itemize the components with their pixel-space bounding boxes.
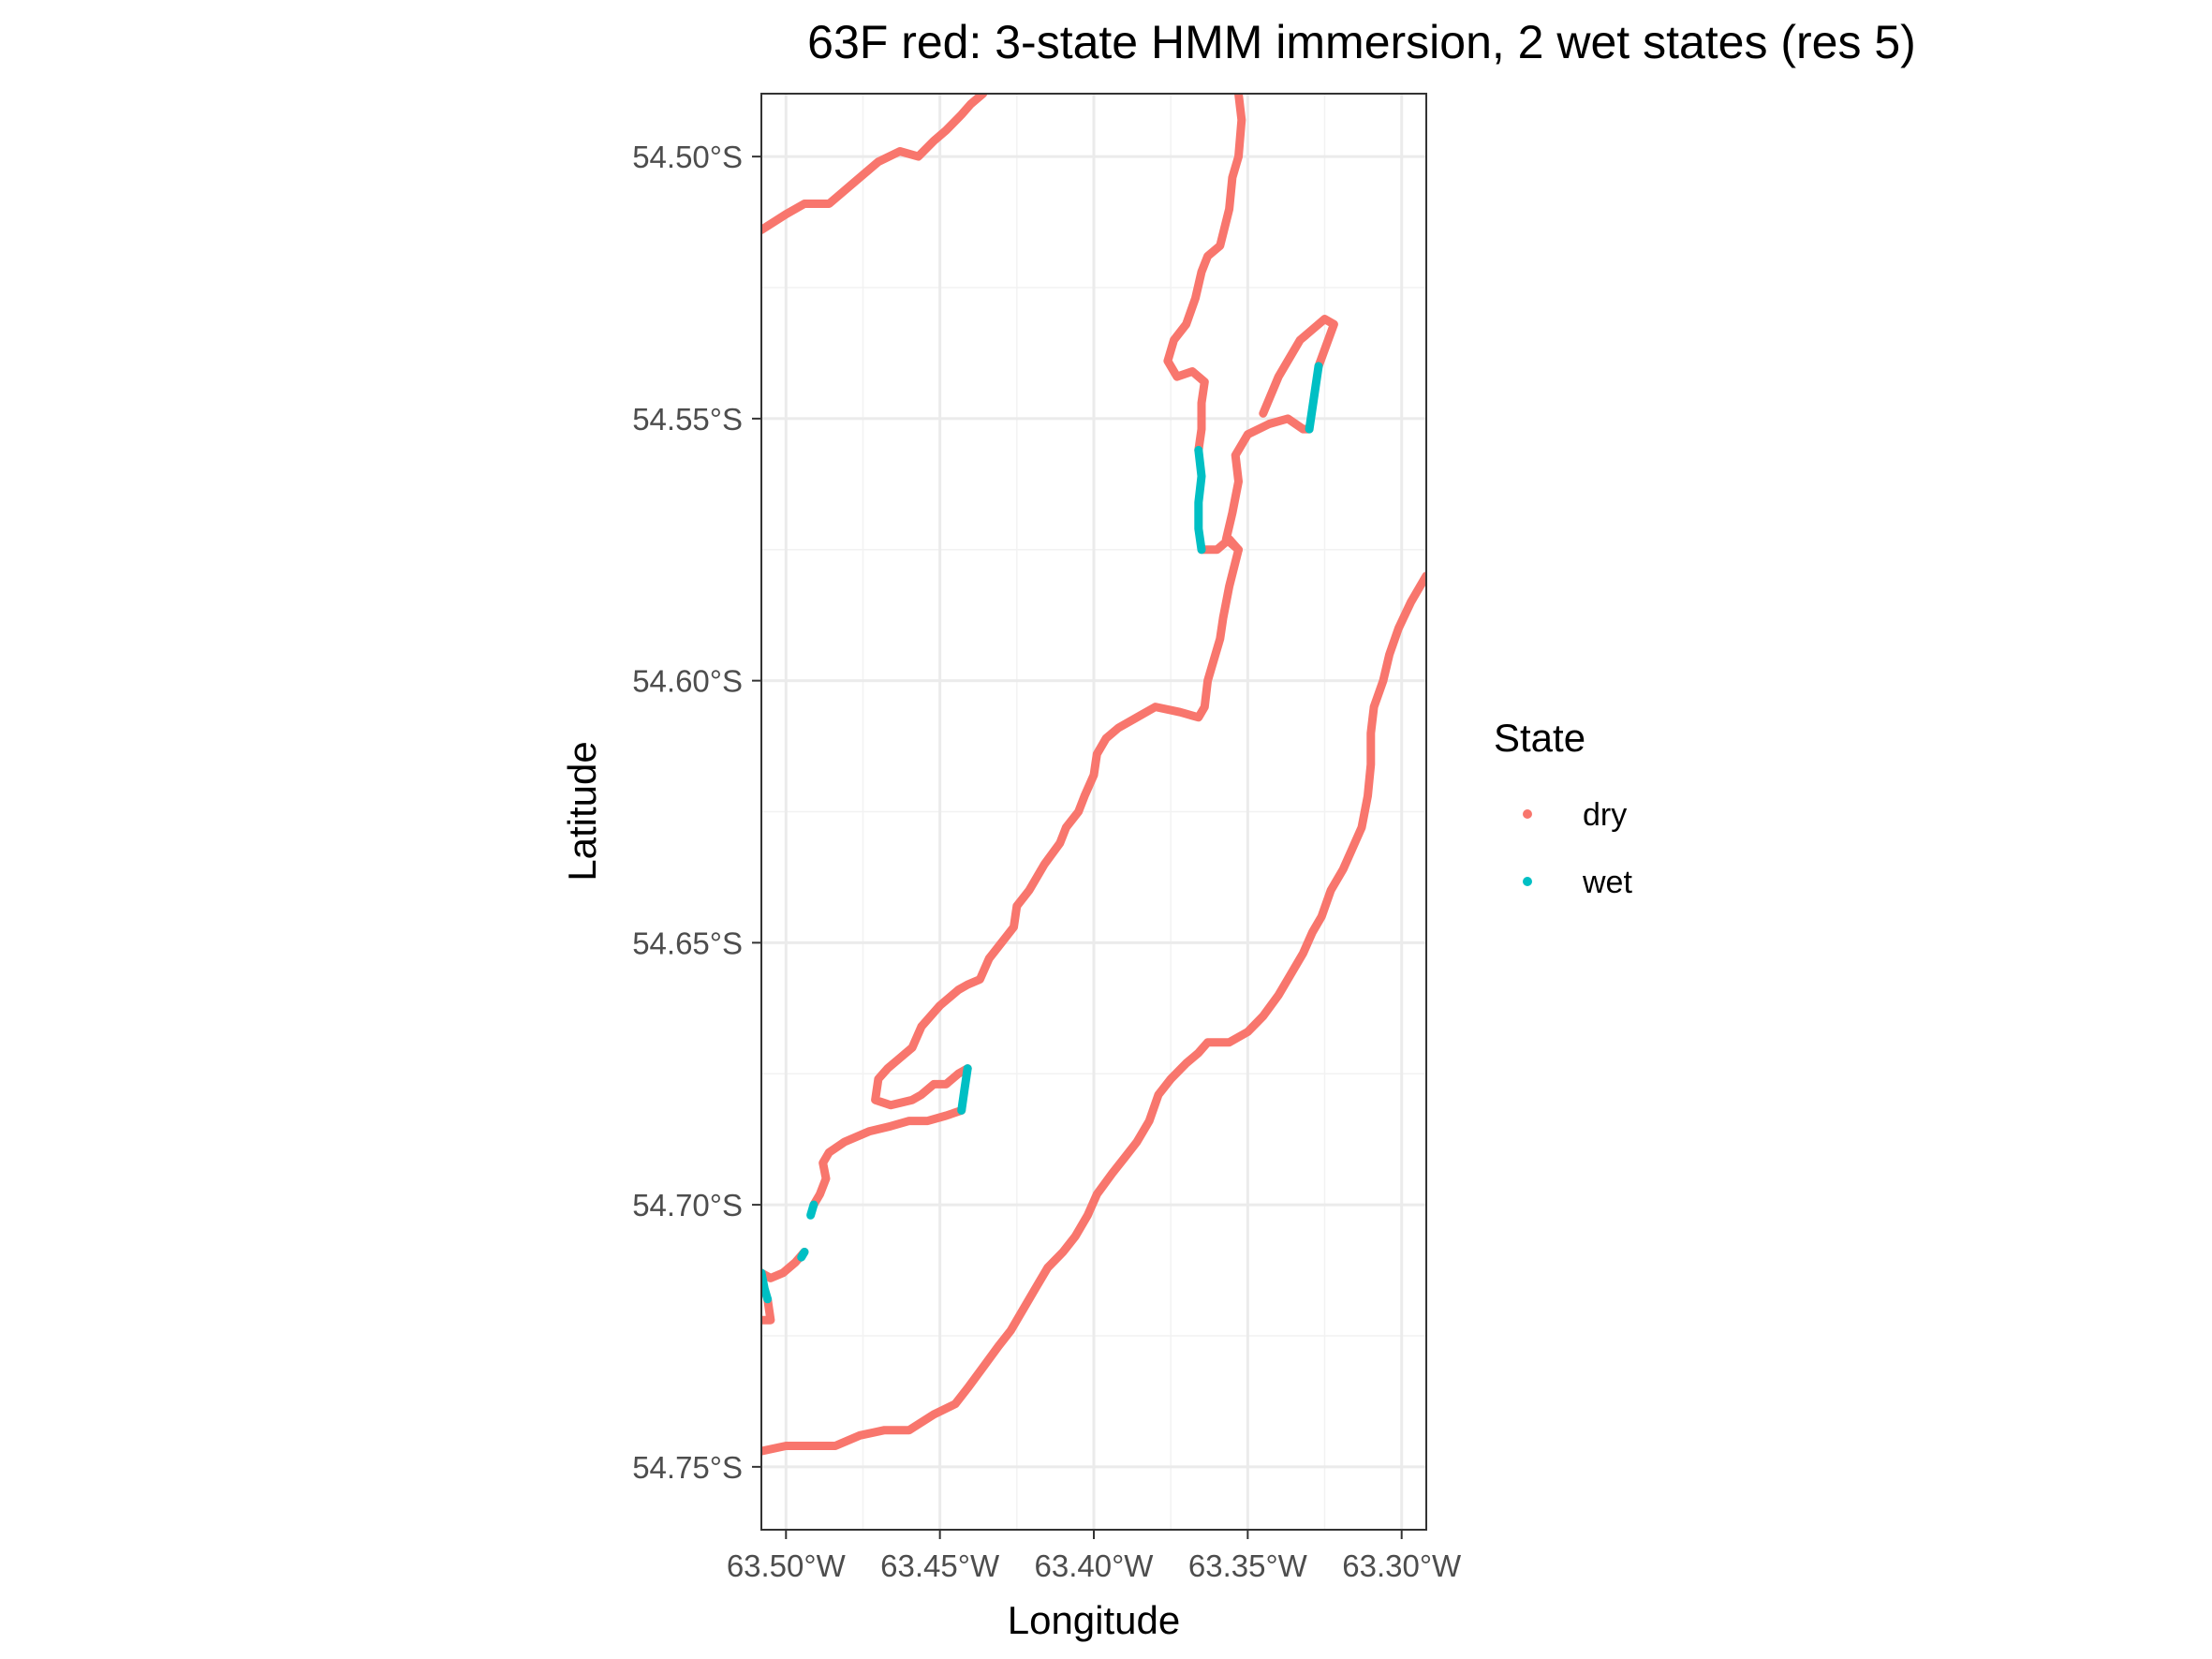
x-tick-label: 63.40°W [1035,1548,1155,1583]
y-tick-label: 54.75°S [632,1450,743,1485]
legend: State dry wet [1494,716,1632,900]
plot-area [760,93,1427,1531]
track-dry [809,1105,966,1209]
x-tick-label: 63.30°W [1342,1548,1462,1583]
chart-title: 63F red: 3-state HMM immersion, 2 wet st… [807,16,1916,68]
y-tick-label: 54.55°S [632,402,743,437]
y-axis: 54.50°S 54.55°S 54.60°S 54.65°S 54.70°S 54.75… [632,140,761,1485]
y-tick-label: 54.65°S [632,926,743,960]
x-tick-label: 63.50°W [727,1548,847,1583]
legend-title: State [1494,716,1585,760]
track-wet [797,1248,809,1262]
track-dry [1197,414,1314,555]
series [761,94,1426,1456]
series-dry [761,94,1426,1456]
x-tick-label: 63.35°W [1188,1548,1308,1583]
y-tick-label: 54.50°S [632,140,743,174]
legend-key-wet [1523,877,1532,886]
x-tick-label: 63.45°W [880,1548,1000,1583]
track-dry [761,571,1426,1456]
track-wet [1305,362,1323,434]
series-wet [761,362,1323,1304]
legend-label-dry: dry [1583,797,1627,833]
track-dry [1163,94,1246,454]
legend-label-wet: wet [1582,865,1632,900]
track-dry [761,94,988,234]
track-dry [761,1295,775,1325]
y-tick-label: 54.70°S [632,1188,743,1222]
grid [761,94,1426,1530]
track-wet [806,1200,818,1220]
track-wet [1194,446,1206,555]
track-dry [871,545,1243,1110]
track-wet [761,1268,773,1304]
y-axis-title: Latitude [560,741,604,881]
track-wet [957,1064,972,1115]
track-dry [1259,315,1338,418]
y-tick-label: 54.60°S [632,664,743,699]
x-axis-title: Longitude [1008,1598,1181,1642]
x-axis: 63.50°W 63.45°W 63.40°W 63.35°W 63.30°W [727,1530,1462,1583]
legend-key-dry [1523,809,1532,819]
